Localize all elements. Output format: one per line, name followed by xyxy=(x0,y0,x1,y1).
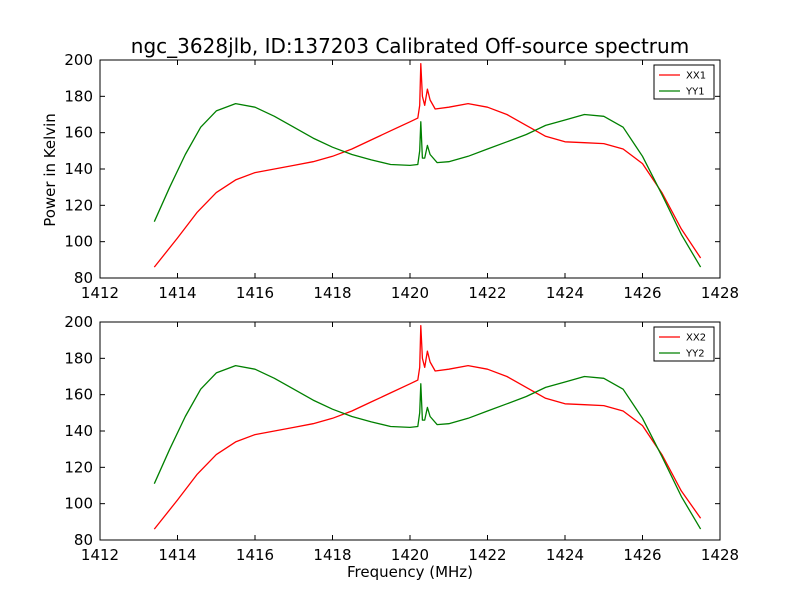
x-tick-label: 1412 xyxy=(81,546,119,564)
y-tick-label: 140 xyxy=(64,422,93,440)
y-tick-label: 80 xyxy=(74,531,93,549)
top-panel: 1412 1414 1416 1418 1420 1422 1424 1426 1428 80 10… xyxy=(64,51,739,302)
x-tick-label: 1418 xyxy=(313,284,351,302)
y-tick-label: 120 xyxy=(64,196,93,214)
legend-box xyxy=(653,326,715,362)
y-tick-label: 80 xyxy=(74,269,93,287)
x-tick-label: 1416 xyxy=(236,546,274,564)
x-tick-label: 1420 xyxy=(391,546,429,564)
x-tick-label: 1422 xyxy=(468,546,506,564)
y-tick-label: 120 xyxy=(64,458,93,476)
y-tick-label: 160 xyxy=(64,124,93,142)
x-tick-label: 1416 xyxy=(236,284,274,302)
x-tick-label: 1414 xyxy=(158,546,196,564)
legend-box xyxy=(653,64,715,100)
series-line-yy1 xyxy=(153,102,702,268)
x-tick-label: 1424 xyxy=(546,546,584,564)
y-axis-label: Power in Kelvin xyxy=(41,113,59,227)
y-tick-label: 180 xyxy=(64,349,93,367)
y-tick-label: 160 xyxy=(64,386,93,404)
x-tick-label: 1422 xyxy=(468,284,506,302)
y-tick-label: 200 xyxy=(64,313,93,331)
y-tick-label: 100 xyxy=(64,495,93,513)
legend-label-yy1: YY1 xyxy=(685,87,705,98)
series-line-xx1 xyxy=(153,62,702,268)
y-tick-label: 100 xyxy=(64,233,93,251)
bottom-panel: 1412 1414 1416 1418 1420 1422 1424 1426 1428 80 10… xyxy=(64,313,739,564)
legend-label-xx1: XX1 xyxy=(686,71,706,82)
x-axis-label: Frequency (MHz) xyxy=(347,563,473,581)
x-tick-label: 1426 xyxy=(623,284,661,302)
legend-label-yy2: YY2 xyxy=(685,349,705,360)
x-tick-label: 1420 xyxy=(391,284,429,302)
x-tick-label: 1426 xyxy=(623,546,661,564)
x-tick-label: 1418 xyxy=(313,546,351,564)
x-tick-label: 1414 xyxy=(158,284,196,302)
x-tick-label: 1424 xyxy=(546,284,584,302)
series-line-xx2 xyxy=(153,324,702,530)
x-tick-label: 1428 xyxy=(701,546,739,564)
series-line-yy2 xyxy=(153,364,702,530)
y-tick-label: 180 xyxy=(64,87,93,105)
figure-title: ngc_3628jlb, ID:137203 Calibrated Off-so… xyxy=(131,34,689,58)
legend-label-xx2: XX2 xyxy=(686,333,706,344)
x-tick-label: 1412 xyxy=(81,284,119,302)
y-tick-label: 200 xyxy=(64,51,93,69)
x-tick-label: 1428 xyxy=(701,284,739,302)
y-tick-label: 140 xyxy=(64,160,93,178)
